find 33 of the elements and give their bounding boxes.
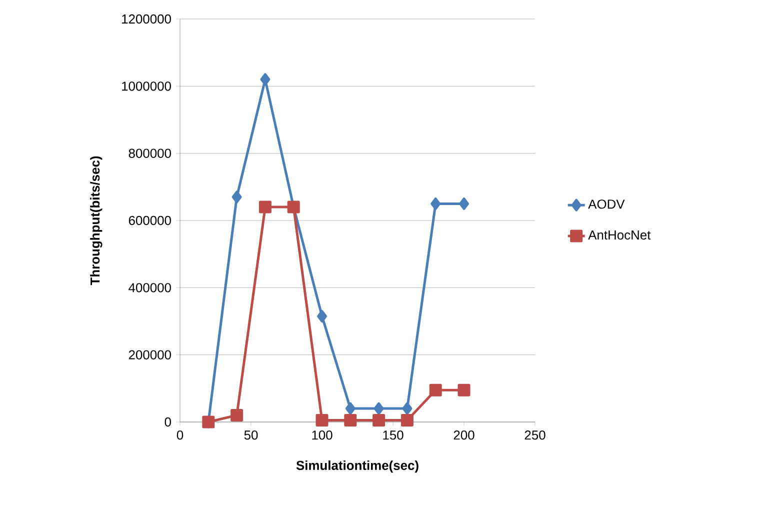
x-tick-label: 200 [454,430,474,440]
y-tick-label: 1200000 [122,14,171,24]
point [372,414,386,427]
y-tick-label: 0 [164,417,171,427]
x-tick-label: 0 [176,430,184,440]
point [374,402,384,415]
legend-label: AntHocNet [588,230,651,240]
x-tick-label: 50 [244,430,258,440]
point [458,384,470,396]
point [344,414,357,427]
legend-label: AODV [588,200,625,209]
point [402,402,412,415]
point [400,414,414,427]
point [430,197,441,210]
y-tick-label: 200000 [128,350,171,360]
point [232,190,242,204]
point [345,402,356,415]
y-tick-label: 600000 [128,216,171,226]
y-tick-label: 800000 [128,148,171,158]
point [230,409,244,422]
point [459,197,470,210]
point [316,414,328,427]
point [429,384,442,396]
x-tick-label: 250 [524,430,546,440]
point [260,73,270,86]
y-tick-label: 1000000 [122,82,171,91]
y-tick-label: 400000 [128,283,171,292]
x-axis-title: Simulationtime(sec) [296,460,418,473]
point [258,200,272,214]
x-tick-label: 100 [312,430,332,440]
point [317,310,328,322]
y-axis-title: Throughput(bits/sec) [90,156,102,286]
x-tick-label: 150 [383,430,404,440]
